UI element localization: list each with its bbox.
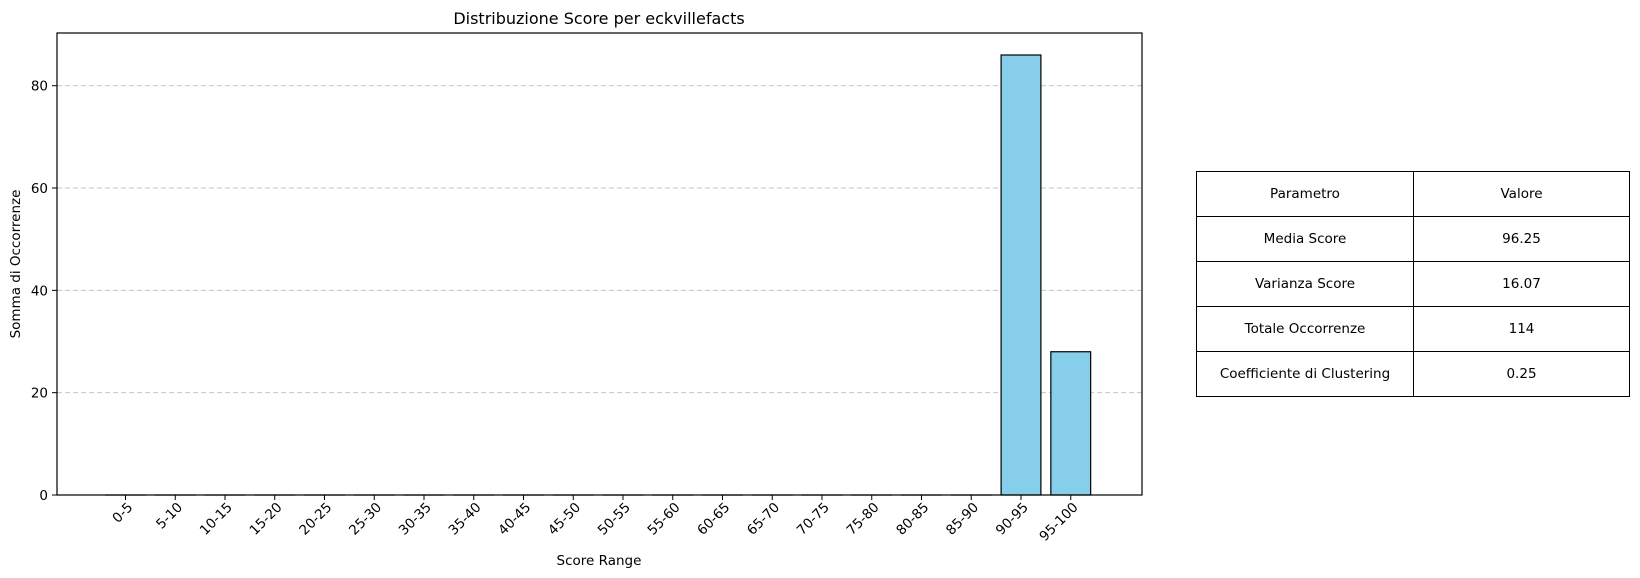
x-tick-label: 20-25 — [296, 500, 335, 539]
x-tick-label: 5-10 — [153, 500, 186, 533]
table-cell-parameter: Media Score — [1196, 216, 1414, 262]
x-tick-label: 25-30 — [346, 500, 385, 539]
x-tick-label: 65-70 — [744, 500, 783, 539]
table-row: Varianza Score 16.07 — [1196, 261, 1630, 307]
table-cell-value: 0.25 — [1413, 351, 1630, 397]
y-tick-label: 60 — [31, 181, 48, 197]
x-tick-label: 60-65 — [694, 500, 733, 539]
x-tick-label: 45-50 — [545, 500, 584, 539]
plot-frame — [56, 32, 1143, 496]
table-cell-parameter: Coefficiente di Clustering — [1196, 351, 1414, 397]
table-row: Totale Occorrenze 114 — [1196, 306, 1630, 352]
y-tick-label: 80 — [31, 79, 48, 95]
bar — [1050, 351, 1092, 496]
x-tick-label: 90-95 — [993, 500, 1032, 539]
y-tick-label: 20 — [31, 386, 48, 402]
table-cell-parameter: Totale Occorrenze — [1196, 306, 1414, 352]
table-header-cell: Valore — [1413, 171, 1630, 217]
y-axis-label: Somma di Occorrenze — [8, 190, 24, 339]
x-tick-label: 50-55 — [595, 500, 634, 539]
x-tick-label: 80-85 — [893, 500, 932, 539]
x-tick-label: 55-60 — [645, 500, 684, 539]
x-axis-label: Score Range — [557, 553, 642, 569]
table-header-row: Parametro Valore — [1196, 171, 1630, 217]
x-tick-label: 85-90 — [943, 500, 982, 539]
x-tick-label: 70-75 — [794, 500, 833, 539]
x-tick-label: 30-35 — [396, 500, 435, 539]
table-row: Coefficiente di Clustering 0.25 — [1196, 351, 1630, 397]
table-cell-value: 16.07 — [1413, 261, 1630, 307]
x-tick-label: 0-5 — [109, 500, 136, 527]
table-header-cell: Parametro — [1196, 171, 1414, 217]
x-tick-label: 10-15 — [197, 500, 236, 539]
bar — [1000, 54, 1042, 496]
y-tick-label: 40 — [31, 283, 48, 299]
x-tick-label: 95-100 — [1036, 500, 1081, 545]
x-tick-label: 40-45 — [495, 500, 534, 539]
table-row: Media Score 96.25 — [1196, 216, 1630, 262]
table-cell-value: 114 — [1413, 306, 1630, 352]
x-tick-label: 15-20 — [247, 500, 286, 539]
chart-title: Distribuzione Score per eckvillefacts — [453, 9, 744, 28]
x-tick-label: 75-80 — [844, 500, 883, 539]
table-cell-parameter: Varianza Score — [1196, 261, 1414, 307]
statistics-table: Parametro Valore Media Score 96.25 Varia… — [1196, 171, 1630, 397]
y-tick-label: 0 — [39, 488, 48, 504]
x-tick-label: 35-40 — [446, 500, 485, 539]
table-cell-value: 96.25 — [1413, 216, 1630, 262]
